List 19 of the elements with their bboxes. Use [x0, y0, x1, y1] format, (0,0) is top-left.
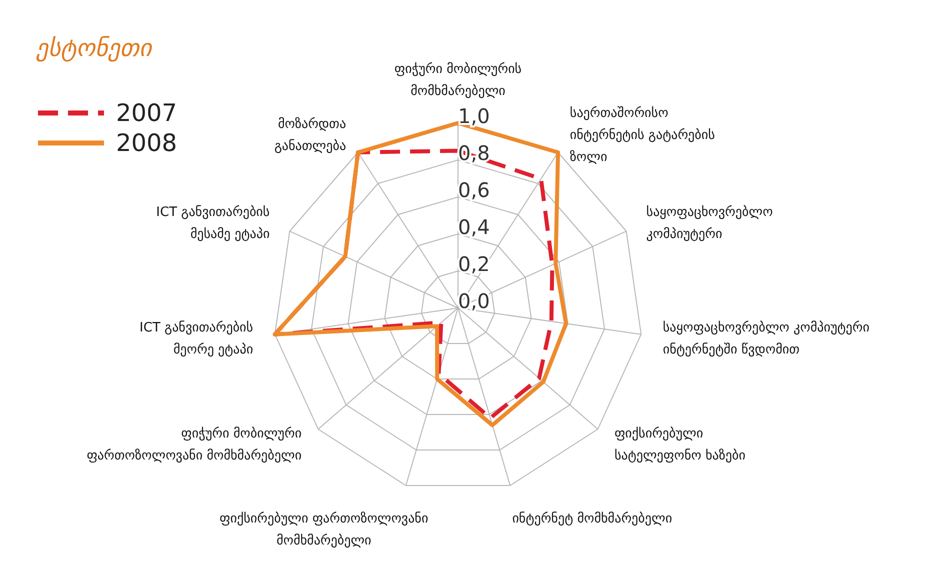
spoke-label: ICT განვითარების მეორე ეტაპი [140, 320, 254, 358]
spoke-label: ინტერნეტ მომხმარებელი [512, 512, 672, 527]
spoke-label: საყოფაცხოვრებლო კომპიუტერი ინტერნეტში წვდომით [662, 320, 870, 358]
legend-label: 2008 [116, 129, 178, 157]
spoke-label: ფიჭური მობილური ფართოზოლოვანი მომხმარებელი [86, 426, 302, 464]
y-tick-label: 0,0 [458, 289, 490, 313]
spoke-label: საერთაშორისო ინტერნეტის გატარების ზოლი [570, 106, 716, 165]
legend-label: 2007 [116, 99, 178, 127]
spoke-label: საყოფაცხოვრებლო კომპიუტერი [646, 205, 773, 242]
spoke-label: ფიქსირებული ფართოზოლოვანი მომხმარებელი [220, 512, 428, 549]
spoke-label: ICT განვითარების მესამე ეტაპი [156, 205, 270, 242]
spoke-label: ფიქსირებული სატელეფონო ხაზები [614, 426, 746, 464]
chart-title: ესტონეთი [36, 34, 152, 62]
y-tick-label: 0,6 [458, 178, 490, 202]
y-tick-label: 0,2 [458, 252, 490, 276]
spoke-label: მოზარდთა განათლება [274, 116, 346, 154]
y-tick-label: 1,0 [458, 104, 490, 128]
spoke-label: ფიჭური მობილურის მომხმარებელი [394, 62, 522, 99]
y-tick-label: 0,4 [458, 215, 490, 239]
